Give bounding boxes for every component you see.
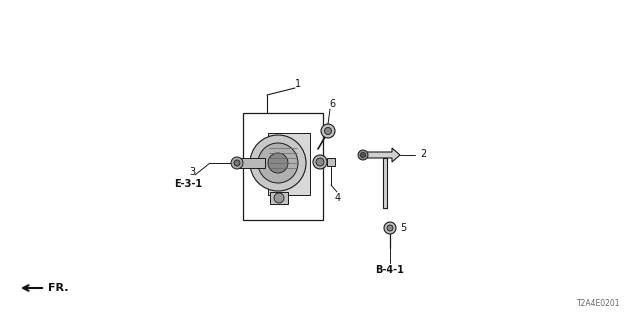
Circle shape <box>316 158 324 166</box>
Text: B-4-1: B-4-1 <box>376 265 404 275</box>
Text: 2: 2 <box>420 149 426 159</box>
Circle shape <box>231 157 243 169</box>
Text: E-3-1: E-3-1 <box>174 179 202 189</box>
Circle shape <box>313 155 327 169</box>
Circle shape <box>250 135 306 191</box>
Circle shape <box>268 153 288 173</box>
Polygon shape <box>383 158 387 208</box>
Text: 1: 1 <box>295 79 301 89</box>
Polygon shape <box>268 133 310 195</box>
Circle shape <box>387 225 393 231</box>
Circle shape <box>384 222 396 234</box>
Circle shape <box>258 143 298 183</box>
Text: T2A4E0201: T2A4E0201 <box>577 299 620 308</box>
Circle shape <box>274 193 284 203</box>
Circle shape <box>324 127 332 134</box>
Circle shape <box>358 150 368 160</box>
Text: 5: 5 <box>400 223 406 233</box>
Circle shape <box>360 153 365 157</box>
Text: 3: 3 <box>189 167 195 177</box>
Circle shape <box>234 160 240 166</box>
Polygon shape <box>327 158 335 166</box>
Text: 4: 4 <box>335 193 341 203</box>
Polygon shape <box>235 158 265 168</box>
Text: FR.: FR. <box>48 283 68 293</box>
Polygon shape <box>362 148 400 162</box>
Polygon shape <box>270 192 288 204</box>
Text: 6: 6 <box>329 99 335 109</box>
Circle shape <box>321 124 335 138</box>
